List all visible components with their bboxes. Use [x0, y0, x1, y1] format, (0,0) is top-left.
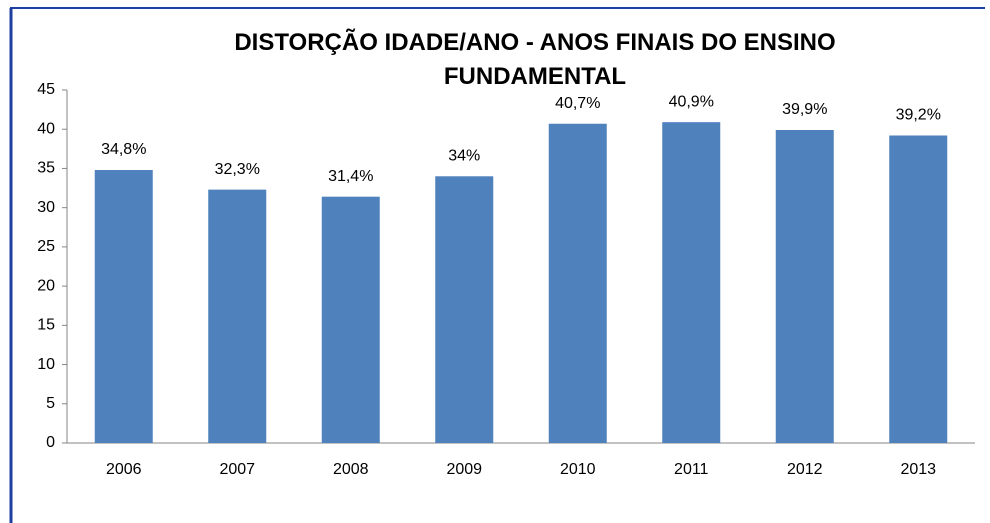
value-label: 32,3%: [215, 161, 260, 178]
x-tick-label: 2006: [106, 461, 142, 478]
y-tick-label: 10: [37, 356, 55, 373]
y-tick-label: 40: [37, 120, 55, 137]
y-tick-label: 45: [37, 81, 55, 98]
value-label: 34,8%: [101, 141, 146, 158]
bar: [548, 123, 607, 443]
bar: [775, 130, 834, 444]
x-tick-label: 2007: [219, 461, 255, 478]
bar: [94, 170, 153, 443]
bar: [662, 122, 721, 443]
y-tick-label: 30: [37, 199, 55, 216]
y-tick-label: 35: [37, 160, 55, 177]
y-tick-label: 15: [37, 317, 55, 334]
value-label: 34%: [448, 148, 480, 165]
y-tick-label: 25: [37, 238, 55, 255]
y-tick-label: 20: [37, 277, 55, 294]
x-tick-label: 2008: [333, 461, 369, 478]
x-tick-label: 2011: [674, 461, 709, 478]
bar: [435, 176, 494, 444]
bar: [889, 135, 948, 443]
bar: [208, 189, 267, 443]
value-label: 40,9%: [669, 93, 714, 110]
x-tick-label: 2012: [787, 461, 823, 478]
x-tick-label: 2013: [900, 461, 936, 478]
value-label: 31,4%: [328, 168, 373, 185]
y-tick-label: 0: [46, 434, 55, 451]
chart-title: DISTORÇÃO IDADE/ANO - ANOS FINAIS DO ENS…: [234, 29, 836, 90]
bar: [321, 196, 380, 443]
value-label: 39,9%: [782, 101, 827, 118]
value-label: 40,7%: [555, 95, 600, 112]
x-tick-label: 2009: [446, 461, 482, 478]
x-tick-label: 2010: [560, 461, 596, 478]
value-label: 39,2%: [896, 107, 941, 124]
y-tick-label: 5: [46, 395, 55, 412]
